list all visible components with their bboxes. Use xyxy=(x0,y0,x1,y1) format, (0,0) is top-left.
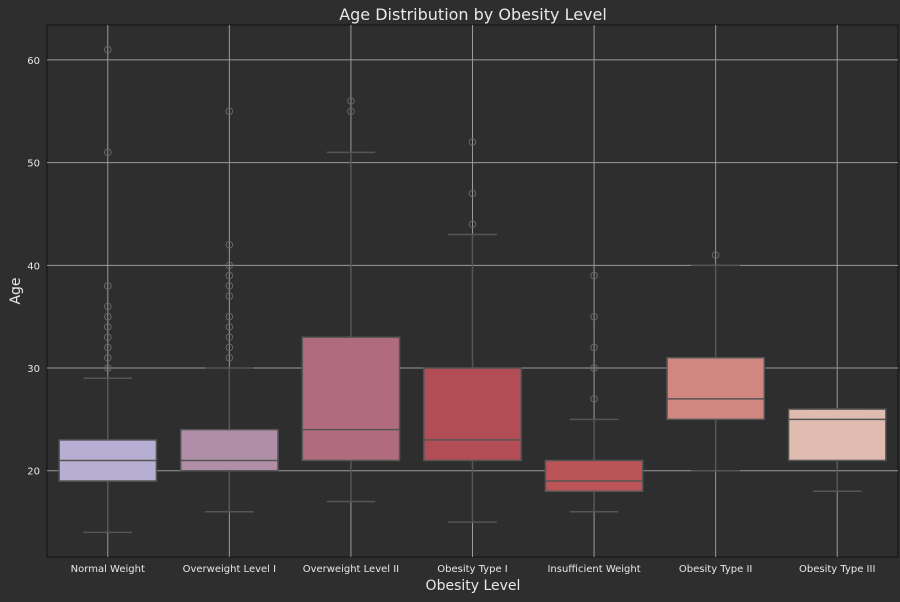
outlier-point xyxy=(225,353,234,362)
y-tick-label: 20 xyxy=(27,467,40,478)
outlier-point xyxy=(225,292,234,300)
outlier-point xyxy=(468,220,477,229)
outlier-point xyxy=(225,333,234,342)
box-6 xyxy=(666,357,766,421)
outlier-point xyxy=(590,312,598,321)
outlier-point xyxy=(225,282,234,290)
x-tick-label: Obesity Type II xyxy=(679,564,752,575)
x-tick-label: Overweight Level I xyxy=(183,564,276,575)
outlier-point xyxy=(103,148,112,157)
outlier-point xyxy=(103,323,112,331)
outlier-point xyxy=(103,45,112,54)
outlier-point xyxy=(225,107,234,116)
outlier-point xyxy=(225,271,234,280)
x-tick-label: Normal Weight xyxy=(71,564,145,575)
outlier-point xyxy=(468,189,477,198)
outlier-point xyxy=(103,282,112,290)
x-axis-label: Obesity Level xyxy=(426,578,521,594)
outlier-point xyxy=(225,240,234,249)
outlier-point xyxy=(225,261,234,270)
box-5 xyxy=(544,459,644,493)
x-tick-label: Insufficient Weight xyxy=(547,564,640,575)
y-axis-label: Age xyxy=(8,277,24,304)
plot-area: 20 30 40 50 60 Normal Weight Overweight Level … xyxy=(27,24,899,575)
box-3 xyxy=(301,336,401,462)
outlier-point xyxy=(711,251,720,259)
outlier-point xyxy=(225,343,234,352)
outlier-point xyxy=(347,107,355,116)
outlier-point xyxy=(468,138,477,146)
outlier-point xyxy=(590,271,598,280)
outlier-point xyxy=(103,343,112,352)
outlier-point xyxy=(590,343,598,352)
y-tick-label: 60 xyxy=(27,56,40,67)
x-tick-label: Obesity Type III xyxy=(799,564,875,575)
outlier-point xyxy=(225,323,234,331)
y-tick-label: 40 xyxy=(27,261,40,272)
outlier-point xyxy=(103,312,112,321)
outlier-point xyxy=(590,395,598,403)
y-tick-label: 30 xyxy=(27,364,40,375)
outlier-point xyxy=(103,364,112,372)
box-2 xyxy=(179,428,279,472)
x-tick-label: Obesity Type I xyxy=(437,564,507,575)
outlier-point xyxy=(103,302,112,311)
box-4 xyxy=(423,367,522,462)
outlier-point xyxy=(103,333,112,342)
chart-title: Age Distribution by Obesity Level xyxy=(339,5,607,24)
outlier-point xyxy=(103,353,112,362)
y-tick-label: 50 xyxy=(27,159,40,170)
x-tick-label: Overweight Level II xyxy=(303,564,399,575)
outlier-point xyxy=(347,97,355,105)
box-7 xyxy=(787,408,887,462)
outlier-point xyxy=(225,312,234,321)
outlier-point xyxy=(590,364,598,372)
